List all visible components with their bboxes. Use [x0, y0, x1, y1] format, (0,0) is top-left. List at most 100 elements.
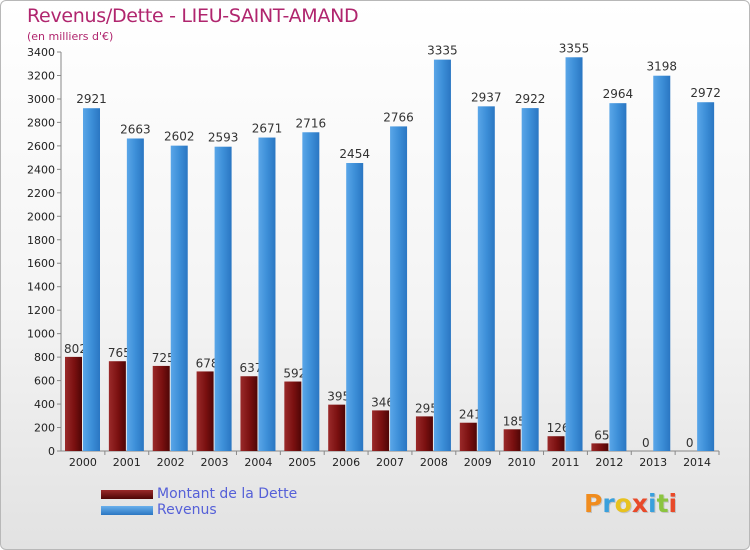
- bar-revenus: [83, 108, 100, 451]
- bar-revenus: [521, 108, 539, 452]
- bar-revenus: [477, 106, 495, 451]
- data-label-revenus: 3198: [646, 60, 677, 74]
- y-tick-label: 400: [34, 398, 55, 411]
- data-label-dette: 592: [283, 367, 306, 381]
- x-tick-label: 2002: [157, 456, 185, 469]
- y-tick-label: 800: [34, 351, 55, 364]
- data-label-revenus: 2972: [690, 86, 721, 100]
- bar-dette: [503, 429, 521, 451]
- bar-revenus: [609, 103, 627, 451]
- data-label-dette: 65: [594, 428, 609, 442]
- legend-label-revenus: Revenus: [157, 502, 217, 518]
- x-tick-label: 2003: [201, 456, 229, 469]
- x-tick-label: 2009: [464, 456, 492, 469]
- x-tick-label: 2010: [508, 456, 536, 469]
- y-tick-label: 1000: [27, 328, 55, 341]
- bar-dette: [547, 436, 565, 451]
- x-tick-label: 2014: [683, 456, 711, 469]
- y-tick-label: 600: [34, 375, 55, 388]
- x-tick-label: 2000: [69, 456, 97, 469]
- data-label-revenus: 2921: [76, 92, 107, 106]
- bar-dette: [65, 356, 82, 451]
- y-tick-label: 2000: [27, 210, 55, 223]
- data-label-revenus: 2663: [120, 122, 151, 136]
- data-label-dette: 802: [64, 342, 87, 356]
- bar-dette: [152, 365, 170, 451]
- y-tick-label: 2800: [27, 116, 55, 129]
- y-tick-label: 3000: [27, 93, 55, 106]
- data-label-revenus: 2964: [603, 87, 634, 101]
- y-tick-label: 1600: [27, 257, 55, 270]
- y-tick-label: 1200: [27, 304, 55, 317]
- data-label-revenus: 2937: [471, 90, 502, 104]
- x-tick-label: 2007: [376, 456, 404, 469]
- x-tick-label: 2008: [420, 456, 448, 469]
- y-tick-label: 2200: [27, 187, 55, 200]
- y-tick-label: 0: [48, 445, 55, 458]
- data-label-dette: 126: [547, 421, 570, 435]
- data-label-dette: 678: [196, 356, 219, 370]
- bar-revenus: [302, 132, 320, 451]
- data-label-revenus: 2922: [515, 92, 546, 106]
- data-label-dette: 0: [686, 436, 694, 450]
- data-label-dette: 295: [415, 401, 438, 415]
- bar-revenus: [126, 138, 144, 451]
- data-label-revenus: 2602: [164, 130, 195, 144]
- data-label-revenus: 2593: [208, 131, 239, 145]
- bar-revenus: [565, 57, 583, 451]
- data-label-revenus: 2671: [252, 122, 283, 136]
- bar-dette: [284, 381, 302, 451]
- data-label-dette: 0: [642, 436, 650, 450]
- bar-dette: [196, 371, 214, 451]
- bar-revenus: [346, 163, 364, 452]
- bar-dette: [415, 416, 433, 451]
- y-tick-label: 2600: [27, 140, 55, 153]
- data-label-revenus: 3335: [427, 44, 458, 58]
- data-label-dette: 765: [108, 346, 131, 360]
- data-label-dette: 346: [371, 395, 394, 409]
- data-label-dette: 395: [327, 390, 350, 404]
- data-label-dette: 637: [240, 361, 263, 375]
- bar-revenus: [653, 75, 671, 451]
- bar-dette: [240, 376, 258, 451]
- chart-subtitle: (en milliers d'€): [27, 30, 114, 43]
- data-label-dette: 185: [503, 414, 526, 428]
- y-tick-label: 2400: [27, 163, 55, 176]
- bar-revenus: [258, 137, 276, 451]
- x-tick-label: 2012: [595, 456, 623, 469]
- bar-revenus: [214, 146, 232, 451]
- x-tick-label: 2001: [113, 456, 141, 469]
- bar-revenus: [697, 102, 715, 452]
- y-tick-label: 3200: [27, 69, 55, 82]
- bar-revenus: [170, 145, 188, 451]
- x-tick-label: 2004: [244, 456, 272, 469]
- bar-revenus: [433, 59, 451, 452]
- bar-dette: [459, 422, 477, 451]
- x-tick-label: 2011: [551, 456, 579, 469]
- data-label-revenus: 2454: [339, 147, 370, 161]
- bar-revenus: [390, 126, 408, 451]
- bar-dette: [108, 361, 126, 451]
- y-tick-label: 3400: [27, 46, 55, 59]
- y-tick-label: 1400: [27, 281, 55, 294]
- bar-dette: [372, 410, 390, 451]
- data-label-dette: 725: [152, 351, 175, 365]
- legend-swatch-revenus: [101, 506, 153, 515]
- data-label-revenus: 3355: [559, 41, 590, 55]
- bar-dette: [328, 404, 346, 451]
- chart-title: Revenus/Dette - LIEU-SAINT-AMAND: [27, 5, 359, 27]
- data-label-dette: 241: [459, 408, 482, 422]
- x-tick-label: 2005: [288, 456, 316, 469]
- proxiti-logo: Proxiti: [584, 489, 678, 518]
- x-tick-label: 2006: [332, 456, 360, 469]
- legend-swatch-dette: [101, 490, 153, 499]
- legend-label-dette: Montant de la Dette: [157, 486, 298, 502]
- bar-dette: [591, 443, 609, 451]
- y-tick-label: 200: [34, 422, 55, 435]
- data-label-revenus: 2766: [383, 110, 414, 124]
- data-label-revenus: 2716: [296, 116, 327, 130]
- x-tick-label: 2013: [639, 456, 667, 469]
- y-tick-label: 1800: [27, 234, 55, 247]
